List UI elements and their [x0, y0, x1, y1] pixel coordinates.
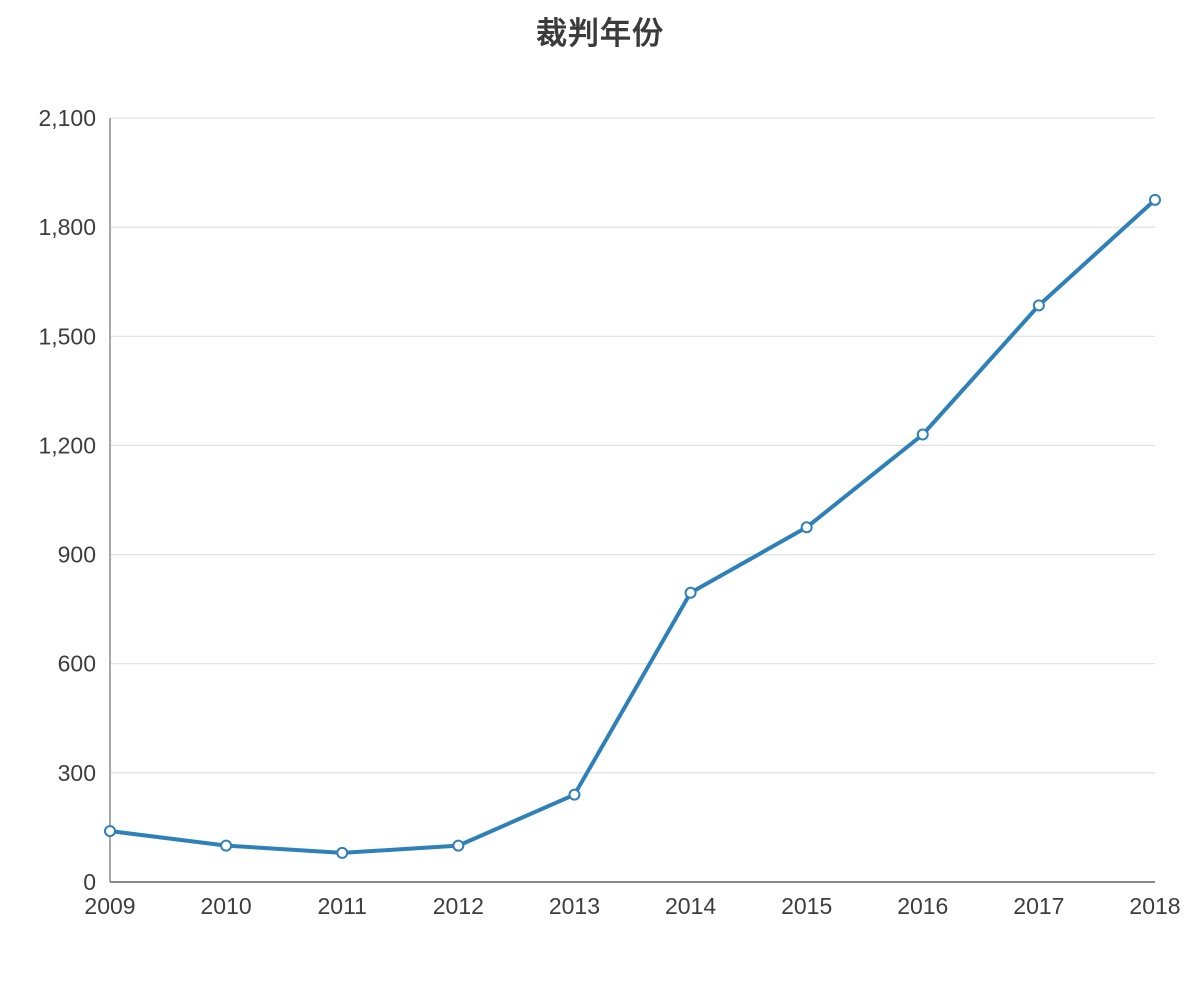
y-tick-label: 1,800 — [38, 214, 96, 240]
data-point — [568, 788, 581, 801]
data-point — [104, 825, 116, 838]
data-point — [452, 839, 465, 852]
y-tick-label: 2,100 — [38, 105, 96, 131]
x-tick-label: 2013 — [549, 893, 600, 919]
data-point — [336, 846, 349, 859]
x-tick-label: 2012 — [433, 893, 484, 919]
chart-title: 裁判年份 — [536, 16, 664, 51]
data-point — [1032, 299, 1045, 312]
y-tick-label: 900 — [58, 542, 96, 568]
data-point — [220, 839, 233, 852]
data-point — [1149, 193, 1161, 206]
data-point — [684, 586, 697, 599]
y-tick-label: 600 — [58, 651, 96, 677]
data-point — [916, 428, 929, 441]
data-point — [800, 521, 813, 534]
y-tick-label: 0 — [83, 869, 96, 895]
series-line — [108, 197, 1157, 855]
x-tick-label: 2014 — [665, 893, 716, 919]
x-tick-label: 2018 — [1129, 893, 1180, 919]
y-tick-label: 1,500 — [38, 323, 96, 349]
y-tick-label: 300 — [58, 760, 96, 786]
x-tick-label: 2010 — [201, 893, 252, 919]
x-tick-label: 2017 — [1013, 893, 1064, 919]
x-tick-label: 2009 — [84, 893, 135, 919]
x-tick-label: 2015 — [781, 893, 832, 919]
y-tick-label: 1,200 — [38, 432, 96, 458]
x-tick-label: 2011 — [317, 893, 366, 919]
x-tick-label: 2016 — [897, 893, 948, 919]
